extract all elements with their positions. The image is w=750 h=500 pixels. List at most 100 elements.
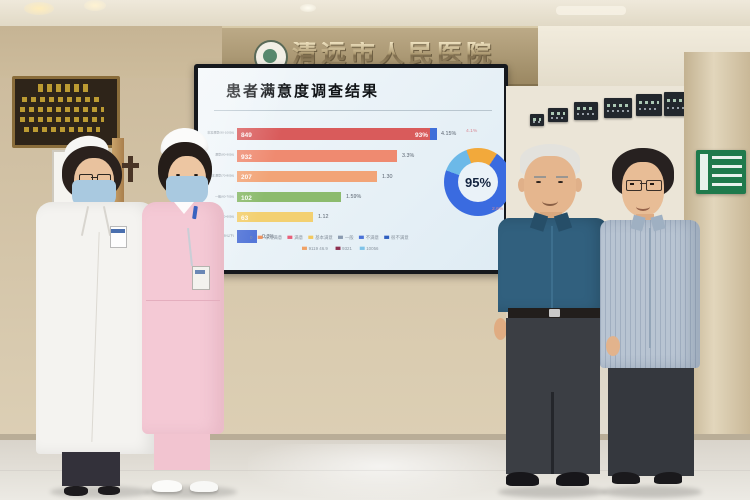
plaque-title-text: [38, 84, 88, 92]
screen-title: 患者满意度调查结果: [226, 83, 380, 100]
nurse-uniform: [142, 202, 224, 434]
ceiling-light: [300, 4, 316, 12]
legend-item: 不满意: [359, 234, 379, 240]
hanging-sign: [604, 98, 632, 118]
legend-zero-tick: 0: [250, 234, 253, 240]
ceiling-light: [24, 2, 54, 15]
legend-swatch: [287, 235, 293, 239]
hanging-sign: [530, 114, 544, 126]
hospital-emblem-core: [263, 49, 277, 63]
trouser-split: [551, 392, 554, 474]
donut-float-label: 4.1%: [466, 127, 478, 133]
elderly-man: [490, 140, 614, 500]
satisfaction-bar: 849 93%: [237, 128, 430, 140]
legend-swatch: [359, 246, 365, 250]
bar-category-label: 一般(60-70分): [214, 194, 234, 199]
id-badge-stripe: [111, 229, 125, 233]
woman-shoe: [612, 472, 640, 484]
bar-value-label: 102: [241, 194, 252, 202]
legend-swatch: [384, 235, 390, 239]
legend-item: 很不满意: [384, 234, 409, 240]
legend-swatch: [257, 235, 263, 239]
woman-shoe: [654, 472, 682, 484]
man-eye: [536, 181, 541, 183]
plaque-line: [20, 117, 104, 122]
shirt-collar: [650, 214, 666, 232]
donut-float-label: 2.6%: [492, 205, 504, 211]
wall-cross-icon-bar: [122, 163, 139, 168]
bar-category-label: 非常满意(90-100分): [207, 130, 234, 135]
bar-percent-label: 1.59%: [346, 193, 362, 200]
man-eyebrow: [556, 176, 568, 178]
glasses-icon: [646, 180, 662, 191]
belt-buckle: [549, 309, 560, 317]
man-smile: [542, 196, 558, 206]
hospital-name-text: 清远市人民医院: [292, 42, 532, 67]
woman-trousers: [608, 368, 694, 476]
bar-category-label: 满意(80-90分): [214, 152, 234, 157]
satisfaction-bar: [237, 230, 257, 243]
man-hand: [494, 318, 507, 340]
man-eye: [558, 181, 563, 183]
legend-swatch: [338, 235, 344, 239]
direction-sign-column: [700, 154, 708, 190]
bar-value-label: 932: [241, 153, 252, 161]
bar-blue-cap: [430, 128, 437, 140]
bar-value-label: 63: [241, 214, 249, 222]
man-eyebrow: [534, 176, 546, 178]
ceiling-light: [556, 6, 626, 15]
legend-row-totals: 9119 46.9 9321 10056: [302, 245, 467, 252]
nurse-eye: [176, 174, 180, 176]
shirt-placket: [551, 226, 553, 310]
person-shadow: [498, 486, 606, 498]
title-underline: [214, 110, 492, 111]
plaque-line: [20, 107, 104, 112]
donut-chart: [444, 148, 512, 216]
shirt-placket: [649, 228, 651, 348]
glasses-bridge: [91, 177, 97, 178]
doctor: [30, 130, 160, 500]
upper-wall-left: [0, 26, 232, 80]
bar-value-label: 207: [241, 173, 252, 181]
woman-smile: [636, 202, 650, 211]
uniform-waist-seam: [146, 300, 220, 301]
id-badge-photo: [195, 270, 205, 274]
man-ear: [518, 178, 526, 192]
legend-swatch: [308, 235, 314, 239]
man-face: [524, 156, 576, 216]
ceiling: [0, 0, 750, 28]
glasses-bridge: [640, 183, 646, 184]
satisfaction-bar: 932: [237, 150, 397, 162]
man-shoe: [506, 472, 539, 486]
legend-row: 0 非常满意 满意 基本满意 一般 不满意 很不满意: [250, 234, 503, 241]
hanging-sign: [548, 108, 568, 122]
bar-percent-label: 3.3%: [402, 152, 415, 159]
legend-item: 基本满意: [308, 234, 333, 240]
bar-percent-label: 4.15%: [441, 130, 457, 137]
legend-item: 10056: [359, 246, 378, 251]
bar-category-label: 基本满意(70-80分): [208, 173, 234, 178]
woman-hand: [606, 336, 620, 356]
nurse-trousers: [154, 434, 210, 470]
legend-item: 满意: [287, 234, 303, 240]
hanging-sign: [574, 102, 598, 120]
woman-eye: [650, 183, 654, 185]
glasses-icon: [626, 180, 642, 191]
face-mask: [166, 176, 208, 204]
doctor-shoe: [64, 486, 88, 496]
nurse-shoe: [190, 481, 218, 492]
bar-value-label: 849: [241, 131, 252, 139]
bar-percent-label: 1.30: [382, 173, 393, 180]
ceiling-light: [84, 0, 106, 11]
floor-tile-seam: [0, 470, 750, 471]
man-shoe: [556, 472, 589, 486]
plaque-line: [22, 97, 102, 102]
legend-swatch: [335, 246, 341, 250]
woman-eye: [630, 183, 634, 185]
legend-item: 9119 46.9: [302, 246, 328, 251]
satisfaction-bar: 207: [237, 171, 377, 182]
wall-cross-icon: [128, 156, 133, 182]
doctor-shoe: [98, 486, 120, 495]
baseboard: [0, 434, 750, 441]
